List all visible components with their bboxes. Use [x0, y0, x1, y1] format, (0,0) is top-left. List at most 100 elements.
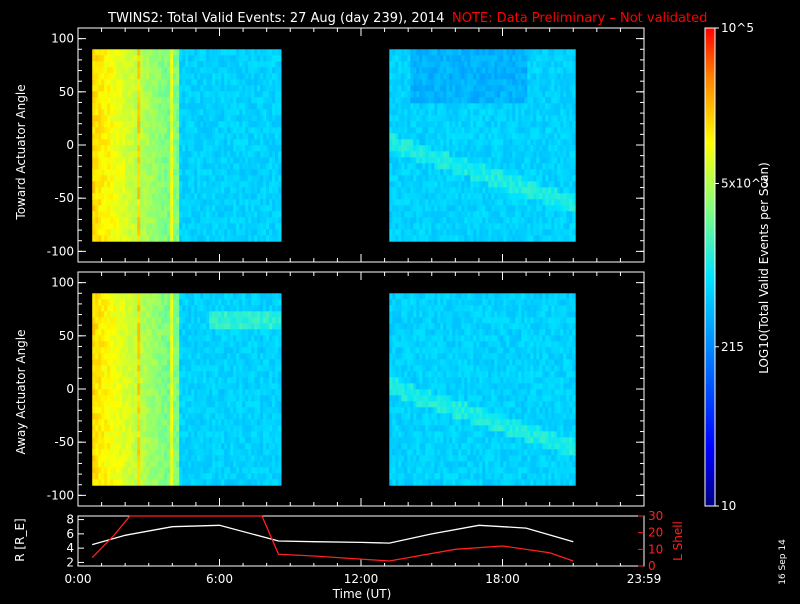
- heatmap-cell: [110, 365, 113, 371]
- heatmap-cell: [161, 223, 164, 229]
- heatmap-cell: [143, 199, 146, 205]
- heatmap-cell: [473, 85, 476, 91]
- heatmap-cell: [101, 419, 104, 425]
- heatmap-cell: [542, 145, 545, 151]
- heatmap-cell: [131, 91, 134, 97]
- heatmap-cell: [467, 97, 470, 103]
- heatmap-cell: [440, 145, 443, 151]
- heatmap-cell: [173, 127, 176, 133]
- heatmap-cell: [119, 187, 122, 193]
- heatmap-cell: [239, 133, 242, 139]
- heatmap-cell: [167, 97, 170, 103]
- heatmap-cell: [137, 235, 140, 241]
- heatmap-cell: [203, 91, 206, 97]
- heatmap-cell: [113, 67, 116, 73]
- heatmap-cell: [479, 223, 482, 229]
- heatmap-cell: [149, 377, 152, 383]
- heatmap-cell: [524, 127, 527, 133]
- heatmap-cell: [263, 139, 266, 145]
- heatmap-cell: [164, 91, 167, 97]
- heatmap-cell: [158, 217, 161, 223]
- heatmap-cell: [254, 229, 257, 235]
- heatmap-cell: [137, 79, 140, 85]
- heatmap-cell: [545, 169, 548, 175]
- heatmap-cell: [503, 121, 506, 127]
- heatmap-cell: [107, 187, 110, 193]
- heatmap-cell: [524, 157, 527, 163]
- heatmap-cell: [128, 419, 131, 425]
- heatmap-cell: [146, 473, 149, 479]
- heatmap-cell: [446, 145, 449, 151]
- heatmap-cell: [137, 205, 140, 211]
- heatmap-cell: [224, 157, 227, 163]
- heatmap-cell: [200, 79, 203, 85]
- heatmap-cell: [500, 235, 503, 241]
- heatmap-cell: [467, 205, 470, 211]
- heatmap-cell: [104, 425, 107, 431]
- heatmap-cell: [128, 73, 131, 79]
- heatmap-cell: [446, 187, 449, 193]
- heatmap-cell: [461, 211, 464, 217]
- heatmap-cell: [98, 335, 101, 341]
- heatmap-cell: [275, 229, 278, 235]
- heatmap-cell: [95, 73, 98, 79]
- heatmap-cell: [212, 139, 215, 145]
- heatmap-cell: [113, 61, 116, 67]
- heatmap-cell: [200, 193, 203, 199]
- heatmap-cell: [155, 311, 158, 317]
- heatmap-cell: [209, 127, 212, 133]
- heatmap-cell: [206, 205, 209, 211]
- heatmap-cell: [467, 199, 470, 205]
- heatmap-cell: [506, 235, 509, 241]
- heatmap-cell: [476, 73, 479, 79]
- heatmap-cell: [104, 205, 107, 211]
- heatmap-cell: [398, 73, 401, 79]
- heatmap-cell: [158, 175, 161, 181]
- heatmap-cell: [137, 151, 140, 157]
- heatmap-cell: [158, 407, 161, 413]
- heatmap-cell: [467, 181, 470, 187]
- heatmap-cell: [188, 115, 191, 121]
- heatmap-cell: [164, 467, 167, 473]
- heatmap-cell: [200, 157, 203, 163]
- heatmap-cell: [434, 193, 437, 199]
- heatmap-cell: [551, 103, 554, 109]
- heatmap-cell: [542, 229, 545, 235]
- heatmap-cell: [149, 67, 152, 73]
- heatmap-cell: [182, 187, 185, 193]
- heatmap-cell: [254, 49, 257, 55]
- heatmap-cell: [155, 235, 158, 241]
- heatmap-cell: [200, 61, 203, 67]
- heatmap-cell: [110, 61, 113, 67]
- heatmap-cell: [554, 187, 557, 193]
- heatmap-cell: [218, 181, 221, 187]
- heatmap-cell: [512, 181, 515, 187]
- heatmap-cell: [428, 181, 431, 187]
- heatmap-cell: [137, 341, 140, 347]
- heatmap-cell: [248, 73, 251, 79]
- heatmap-cell: [551, 49, 554, 55]
- heatmap-cell: [173, 109, 176, 115]
- heatmap-cell: [221, 121, 224, 127]
- heatmap-cell: [497, 103, 500, 109]
- heatmap-cell: [131, 329, 134, 335]
- heatmap-cell: [92, 353, 95, 359]
- heatmap-cell: [545, 157, 548, 163]
- heatmap-cell: [572, 157, 575, 163]
- heatmap-cell: [395, 91, 398, 97]
- heatmap-cell: [107, 377, 110, 383]
- heatmap-cell: [455, 73, 458, 79]
- heatmap-cell: [440, 97, 443, 103]
- heatmap-cell: [233, 187, 236, 193]
- heatmap-cell: [221, 67, 224, 73]
- heatmap-cell: [530, 49, 533, 55]
- heatmap-cell: [152, 193, 155, 199]
- heatmap-cell: [530, 181, 533, 187]
- heatmap-cell: [230, 121, 233, 127]
- heatmap-cell: [92, 175, 95, 181]
- heatmap-cell: [431, 211, 434, 217]
- heatmap-cell: [254, 97, 257, 103]
- heatmap-cell: [233, 103, 236, 109]
- heatmap-cell: [512, 73, 515, 79]
